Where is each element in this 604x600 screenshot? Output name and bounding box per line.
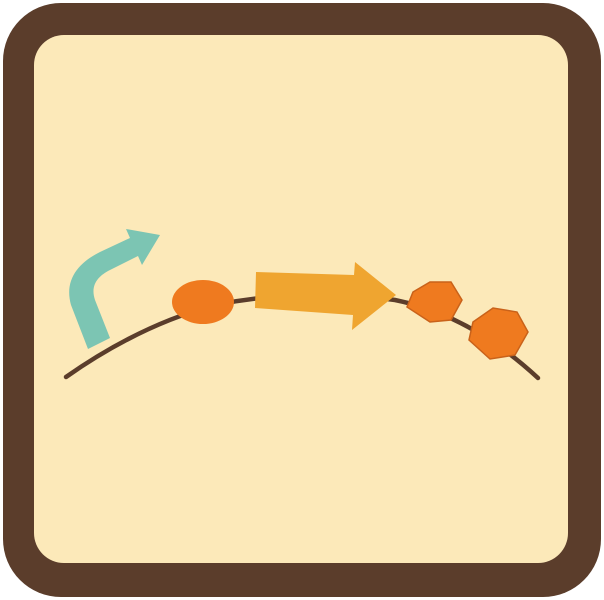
cds-arrow-icon — [255, 262, 396, 330]
protein-product-icon — [406, 281, 463, 323]
protein-product-icon — [468, 307, 529, 360]
promoter-icon — [69, 229, 160, 349]
rbs-icon — [172, 280, 234, 324]
